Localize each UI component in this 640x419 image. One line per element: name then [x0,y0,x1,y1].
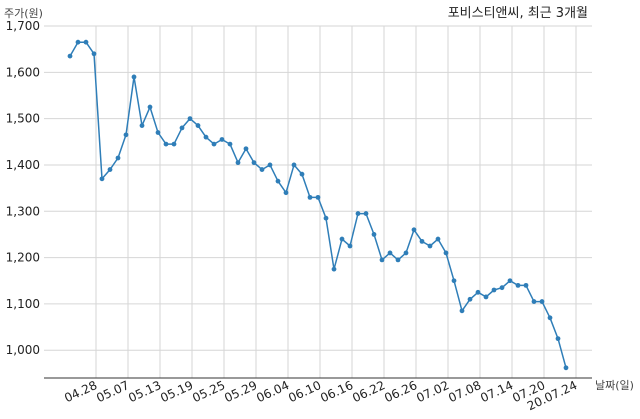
y-tick-label: 1,200 [6,251,40,265]
data-point [139,123,145,128]
data-point [67,53,73,59]
data-point [203,134,209,140]
x-tick-label: 05.25 [190,378,227,405]
data-point [243,146,249,152]
y-tick-label: 1,000 [6,343,40,357]
x-tick-label: 06.26 [382,378,419,405]
x-tick-label: 06.22 [350,378,387,405]
data-point [451,278,457,284]
x-tick-label: 07.08 [446,378,483,405]
data-point [323,215,329,221]
data-point [419,238,425,244]
data-point [283,190,289,196]
x-tick-label: 06.16 [318,378,355,405]
data-point [267,162,273,168]
data-point [427,243,433,249]
series-line [69,41,567,368]
y-tick-label: 1,100 [6,297,40,311]
data-point [251,160,257,166]
y-tick-label: 1,300 [6,204,40,218]
data-point [219,137,225,142]
data-point [547,315,553,321]
data-point [75,39,81,45]
data-point [315,194,321,200]
y-tick-label: 1,600 [6,65,40,79]
data-point [459,308,465,314]
x-tick-label: 06.04 [254,378,291,405]
data-point [339,236,345,242]
series-layer [67,39,569,371]
horizontal-grid [44,25,592,351]
data-point [387,250,393,256]
data-point [507,278,513,284]
data-point [483,294,489,300]
x-axis-title: 날짜(일) [595,378,634,392]
data-point [467,296,473,302]
data-point [531,299,537,304]
data-point [347,243,353,249]
x-tick-label: 05.19 [158,378,195,405]
y-tick-label: 1,500 [6,112,40,126]
data-point [563,365,569,371]
data-point [555,336,561,342]
data-point [523,282,529,288]
data-point [403,250,409,256]
data-point [227,141,233,147]
data-point [123,132,129,138]
data-point [91,51,97,57]
chart-title: 포비스티앤씨, 최근 3개월 [448,6,588,21]
data-point [275,178,281,184]
x-tick-label: 05.29 [222,378,259,405]
data-point [291,162,297,168]
data-point [491,287,497,293]
data-point [179,125,185,131]
data-point [307,194,313,200]
data-point [355,211,361,216]
data-point [99,176,105,182]
data-point [539,299,545,304]
x-axis-ticks: 04.2805.0705.1305.1905.2505.2906.0406.10… [62,378,579,413]
data-point [163,141,169,147]
vertical-grid [95,26,577,378]
data-point [147,104,153,110]
x-tick-label: 06.10 [286,378,323,405]
data-point [331,266,337,272]
data-point [107,167,113,172]
data-point [475,289,481,295]
x-tick-label: 07.02 [414,378,451,405]
x-tick-label: 04.28 [62,378,99,405]
y-tick-label: 1,400 [6,158,40,172]
data-point [499,285,505,291]
x-tick-label: 07.14 [478,378,515,405]
data-point [395,257,401,263]
data-point [515,282,521,288]
data-point [411,227,417,233]
data-point [171,141,177,147]
data-point [155,130,161,135]
data-point [363,211,369,216]
x-tick-label: 05.07 [94,378,131,405]
data-point [211,141,217,147]
y-axis-title: 주가(원) [4,7,43,20]
data-point [379,257,385,263]
data-point [115,155,121,161]
data-point [371,232,377,237]
data-point [187,116,193,122]
data-point [443,250,449,256]
y-tick-label: 1,700 [6,19,40,33]
data-point [235,160,241,166]
data-point [259,167,265,172]
data-point [299,171,305,177]
data-point [83,39,89,45]
x-tick-label: 05.13 [126,378,163,405]
data-point [435,236,441,242]
y-axis-ticks: 1,000 1,100 1,200 1,300 1,400 1,500 1,600 1,700 [6,19,40,357]
data-point [195,123,201,128]
data-point [131,74,137,80]
